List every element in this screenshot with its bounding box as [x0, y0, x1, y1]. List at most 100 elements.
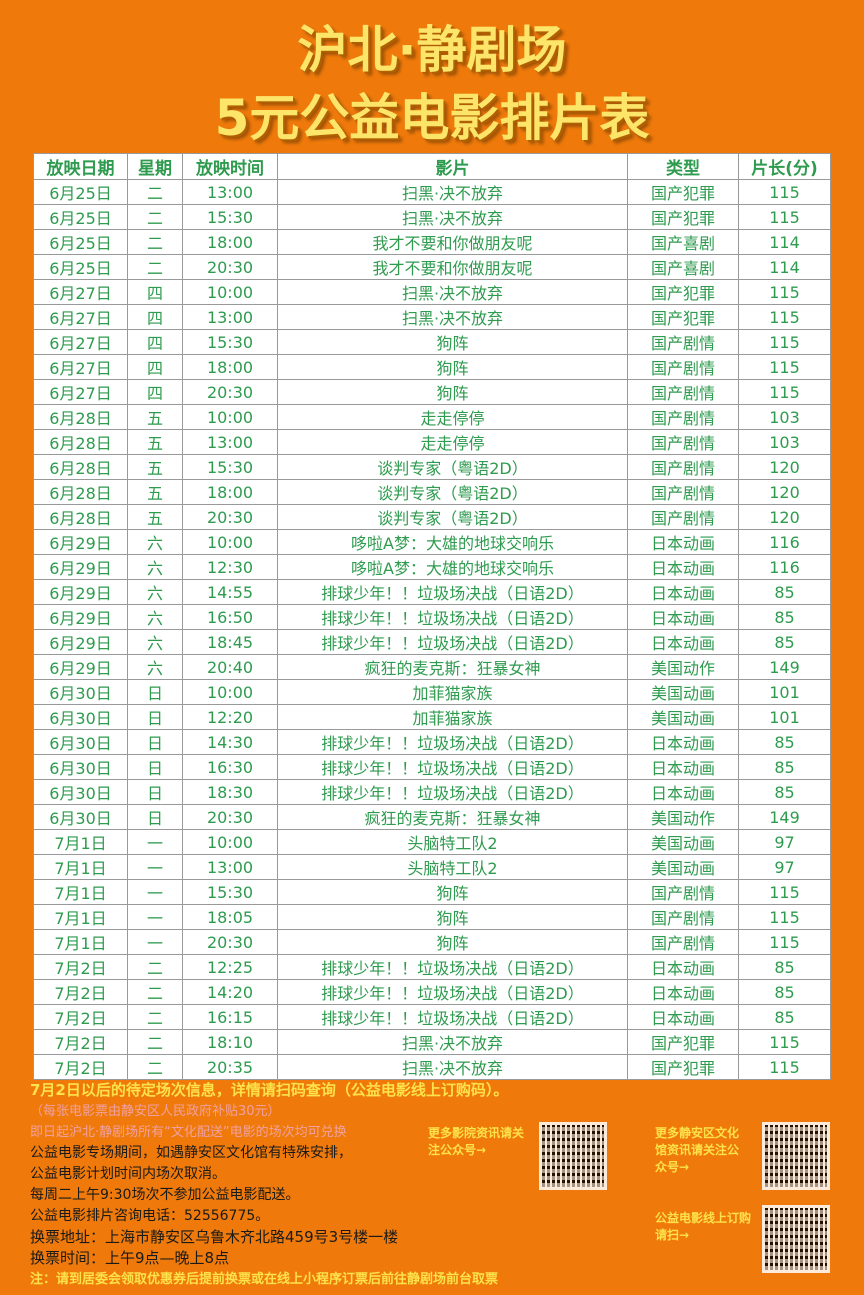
film-cell: 排球少年！！垃圾场决战（日语2D）	[277, 604, 628, 630]
qr-code-order[interactable]	[762, 1205, 830, 1273]
time-cell: 10:00	[182, 279, 278, 305]
genre-cell: 日本动画	[627, 604, 739, 630]
table-row: 7月2日二 18:10 扫黑·决不放弃 国产犯罪 115	[33, 1029, 831, 1055]
film-cell: 狗阵	[277, 879, 628, 905]
film-cell: 疯狂的麦克斯：狂暴女神	[277, 654, 628, 680]
film-cell: 谈判专家（粤语2D）	[277, 504, 628, 530]
film-cell: 排球少年！！垃圾场决战（日语2D）	[277, 629, 628, 655]
duration-cell: 97	[738, 854, 831, 880]
duration-cell: 85	[738, 979, 831, 1005]
table-row: 6月29日六 16:50 排球少年！！垃圾场决战（日语2D） 日本动画 85	[33, 604, 831, 630]
table-row: 6月28日五 18:00 谈判专家（粤语2D） 国产剧情 120	[33, 479, 831, 505]
date-cell: 7月1日	[33, 879, 128, 905]
weekday-cell: 六	[127, 604, 183, 630]
weekday-cell: 四	[127, 329, 183, 355]
weekday-cell: 日	[127, 729, 183, 755]
film-cell: 扫黑·决不放弃	[277, 304, 628, 330]
film-cell: 排球少年！！垃圾场决战（日语2D）	[277, 754, 628, 780]
time-cell: 14:30	[182, 729, 278, 755]
time-cell: 18:45	[182, 629, 278, 655]
date-cell: 7月2日	[33, 1029, 128, 1055]
duration-cell: 116	[738, 554, 831, 580]
film-cell: 头脑特工队2	[277, 829, 628, 855]
film-cell: 排球少年！！垃圾场决战（日语2D）	[277, 729, 628, 755]
tuesday-note: 每周二上午9:30场次不参加公益电影配送。	[30, 1187, 300, 1203]
date-cell: 7月1日	[33, 904, 128, 930]
qr-cinema-label: 更多影院资讯请关注公众号→	[428, 1126, 525, 1157]
weekday-cell: 五	[127, 429, 183, 455]
table-row: 6月27日四 10:00 扫黑·决不放弃 国产犯罪 115	[33, 279, 831, 305]
weekday-cell: 四	[127, 354, 183, 380]
duration-cell: 149	[738, 654, 831, 680]
date-cell: 6月27日	[33, 379, 128, 405]
date-cell: 6月25日	[33, 179, 128, 205]
duration-cell: 115	[738, 879, 831, 905]
duration-cell: 85	[738, 579, 831, 605]
table-row: 7月1日一 15:30 狗阵 国产剧情 115	[33, 879, 831, 905]
time-cell: 10:00	[182, 529, 278, 555]
title-line2: 5元公益电影排片表	[214, 89, 650, 147]
weekday-cell: 二	[127, 1004, 183, 1030]
film-cell: 加菲猫家族	[277, 704, 628, 730]
date-cell: 7月1日	[33, 829, 128, 855]
genre-cell: 国产剧情	[627, 379, 739, 405]
weekday-cell: 五	[127, 504, 183, 530]
address-note: 换票地址：上海市静安区乌鲁木齐北路459号3号楼一楼	[30, 1228, 399, 1246]
weekday-cell: 二	[127, 204, 183, 230]
table-row: 6月25日二 18:00 我才不要和你做朋友呢 国产喜剧 114	[33, 229, 831, 255]
weekday-cell: 日	[127, 804, 183, 830]
subsidy-note: （每张电影票由静安区人民政府补贴30元）	[30, 1104, 281, 1119]
date-cell: 6月29日	[33, 529, 128, 555]
genre-cell: 国产犯罪	[627, 304, 739, 330]
date-cell: 6月25日	[33, 229, 128, 255]
time-cell: 20:35	[182, 1054, 278, 1080]
date-cell: 6月27日	[33, 279, 128, 305]
qr-code-culture[interactable]	[762, 1122, 830, 1190]
weekday-cell: 二	[127, 229, 183, 255]
qr-code-cinema[interactable]	[539, 1122, 607, 1190]
duration-cell: 97	[738, 829, 831, 855]
date-cell: 6月25日	[33, 254, 128, 280]
time-cell: 20:30	[182, 379, 278, 405]
film-cell: 狗阵	[277, 354, 628, 380]
weekday-cell: 五	[127, 404, 183, 430]
film-cell: 狗阵	[277, 379, 628, 405]
duration-cell: 115	[738, 1029, 831, 1055]
date-cell: 7月2日	[33, 1004, 128, 1030]
genre-cell: 国产剧情	[627, 879, 739, 905]
duration-cell: 115	[738, 379, 831, 405]
time-cell: 12:25	[182, 954, 278, 980]
film-cell: 排球少年！！垃圾场决战（日语2D）	[277, 979, 628, 1005]
table-row: 7月2日二 16:15 排球少年！！垃圾场决战（日语2D） 日本动画 85	[33, 1004, 831, 1030]
weekday-cell: 五	[127, 454, 183, 480]
genre-cell: 美国动画	[627, 679, 739, 705]
weekday-cell: 四	[127, 279, 183, 305]
genre-cell: 美国动画	[627, 704, 739, 730]
film-cell: 排球少年！！垃圾场决战（日语2D）	[277, 954, 628, 980]
table-row: 7月1日一 10:00 头脑特工队2 美国动画 97	[33, 829, 831, 855]
weekday-cell: 六	[127, 529, 183, 555]
weekday-cell: 二	[127, 1029, 183, 1055]
time-cell: 15:30	[182, 329, 278, 355]
table-row: 6月30日日 20:30 疯狂的麦克斯：狂暴女神 美国动作 149	[33, 804, 831, 830]
weekday-cell: 二	[127, 979, 183, 1005]
table-row: 6月28日五 20:30 谈判专家（粤语2D） 国产剧情 120	[33, 504, 831, 530]
duration-cell: 115	[738, 204, 831, 230]
film-cell: 扫黑·决不放弃	[277, 1054, 628, 1080]
time-cell: 18:05	[182, 904, 278, 930]
date-cell: 6月28日	[33, 479, 128, 505]
qr-order-label: 公益电影线上订购请扫→	[655, 1211, 752, 1242]
duration-cell: 103	[738, 429, 831, 455]
duration-cell: 103	[738, 404, 831, 430]
duration-cell: 101	[738, 679, 831, 705]
date-cell: 6月29日	[33, 554, 128, 580]
duration-cell: 120	[738, 454, 831, 480]
date-cell: 6月30日	[33, 704, 128, 730]
duration-cell: 101	[738, 704, 831, 730]
date-cell: 7月1日	[33, 929, 128, 955]
time-cell: 20:30	[182, 254, 278, 280]
duration-cell: 85	[738, 604, 831, 630]
time-cell: 14:55	[182, 579, 278, 605]
date-cell: 6月27日	[33, 304, 128, 330]
table-row: 6月28日五 15:30 谈判专家（粤语2D） 国产剧情 120	[33, 454, 831, 480]
